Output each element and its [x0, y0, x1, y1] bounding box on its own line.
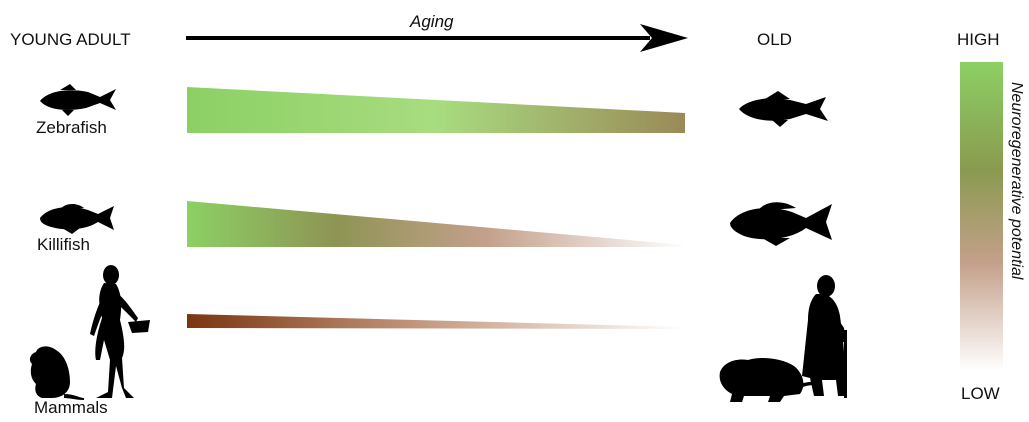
species-label-mammals: Mammals [34, 398, 108, 417]
old-label: OLD [757, 30, 792, 49]
high-label: HIGH [957, 30, 1000, 49]
killifish-icon [40, 204, 114, 234]
rodent-icon [29, 346, 84, 400]
old-woman-icon [802, 275, 847, 398]
low-label: LOW [961, 384, 1000, 403]
zebrafish-icon [739, 91, 828, 127]
zebrafish-wedge [187, 87, 685, 133]
species-label-killifish: Killifish [37, 235, 90, 254]
zebrafish-icon [40, 84, 116, 116]
mammals-wedge [187, 314, 685, 329]
aging-label: Aging [410, 12, 454, 31]
young-woman-icon [90, 265, 150, 398]
rodent-icon [719, 358, 820, 402]
killifish-icon [730, 202, 832, 246]
scale-bar [960, 62, 1003, 371]
killifish-wedge [187, 201, 687, 247]
aging-arrow [186, 24, 688, 52]
young-adult-label: YOUNG ADULT [10, 30, 131, 49]
species-label-zebrafish: Zebrafish [36, 118, 107, 137]
